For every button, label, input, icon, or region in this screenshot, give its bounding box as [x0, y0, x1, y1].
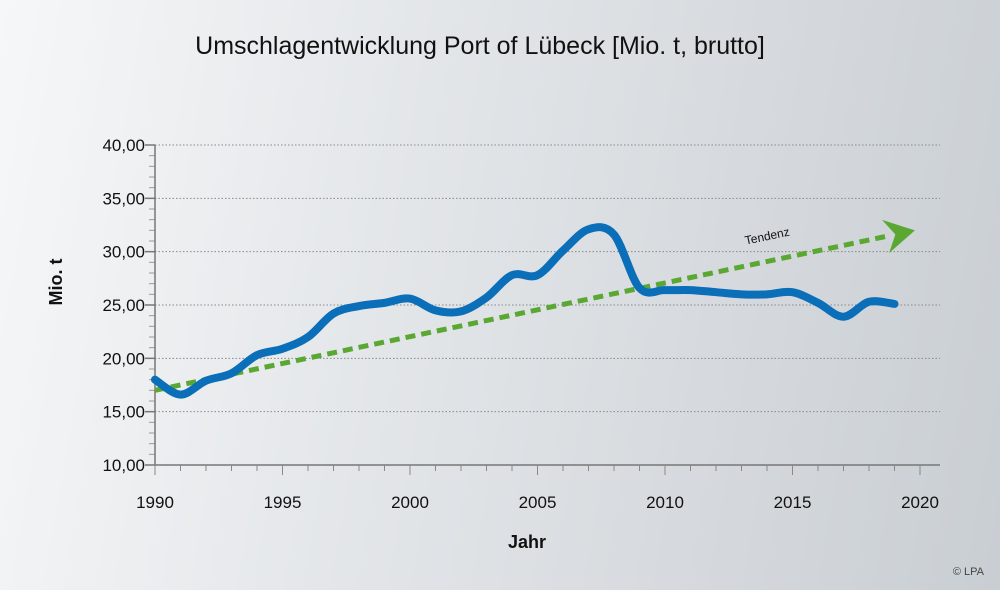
chart-title: Umschlagentwicklung Port of Lübeck [Mio.… [195, 32, 765, 60]
y-tick-label: 30,00 [102, 243, 145, 262]
x-tick-label: 2020 [901, 493, 939, 512]
x-axis-label: Jahr [508, 532, 546, 552]
y-tick-label: 35,00 [102, 189, 145, 208]
x-tick-label: 1990 [136, 493, 174, 512]
y-tick-label: 25,00 [102, 296, 145, 315]
y-axis-label: Mio. t [46, 259, 66, 306]
x-tick-label: 1995 [264, 493, 302, 512]
trend-label: Tendenz [744, 225, 791, 248]
x-tick-label: 2015 [774, 493, 812, 512]
x-tick-label: 2005 [519, 493, 557, 512]
y-tick-label: 15,00 [102, 403, 145, 422]
copyright: © LPA [952, 566, 984, 578]
trend-arrowhead [882, 219, 915, 254]
y-tick-label: 10,00 [102, 456, 145, 475]
x-tick-label: 2000 [391, 493, 429, 512]
series-line-umschlag [151, 223, 899, 399]
y-tick-label: 40,00 [102, 136, 145, 155]
trend-line [154, 234, 887, 393]
y-tick-label: 20,00 [102, 349, 145, 368]
x-tick-label: 2010 [646, 493, 684, 512]
